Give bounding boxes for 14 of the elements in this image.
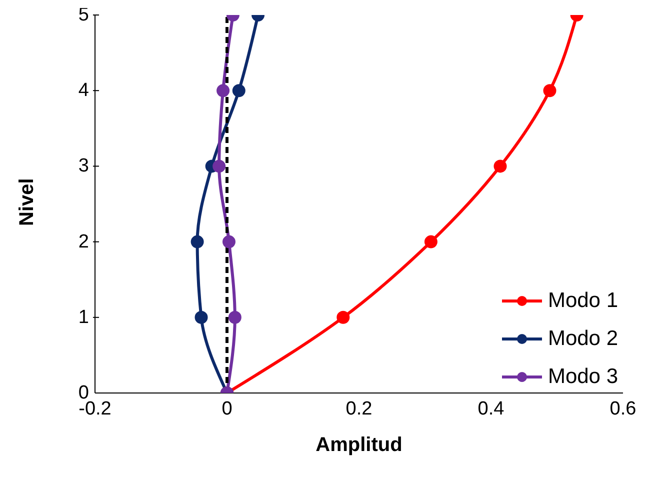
x-tick-label: 0 [222, 398, 232, 420]
y-tick-label: 4 [78, 80, 90, 102]
x-tick-label: -0.2 [78, 398, 112, 420]
y-tick-label: 3 [78, 156, 89, 177]
x-tick-label: 0.4 [478, 398, 505, 420]
y-axis-title: Nivel [16, 178, 38, 226]
legend-label: Modo 2 [548, 327, 618, 351]
x-tick-label: 0.2 [346, 398, 372, 420]
legend-label: Modo 3 [548, 365, 618, 389]
x-axis-title: Amplitud [316, 434, 402, 456]
legend-label: Modo 1 [548, 289, 618, 313]
y-tick-label: 1 [78, 306, 89, 328]
x-tick-label: 0.6 [610, 398, 636, 420]
y-tick-label: 2 [78, 231, 89, 252]
